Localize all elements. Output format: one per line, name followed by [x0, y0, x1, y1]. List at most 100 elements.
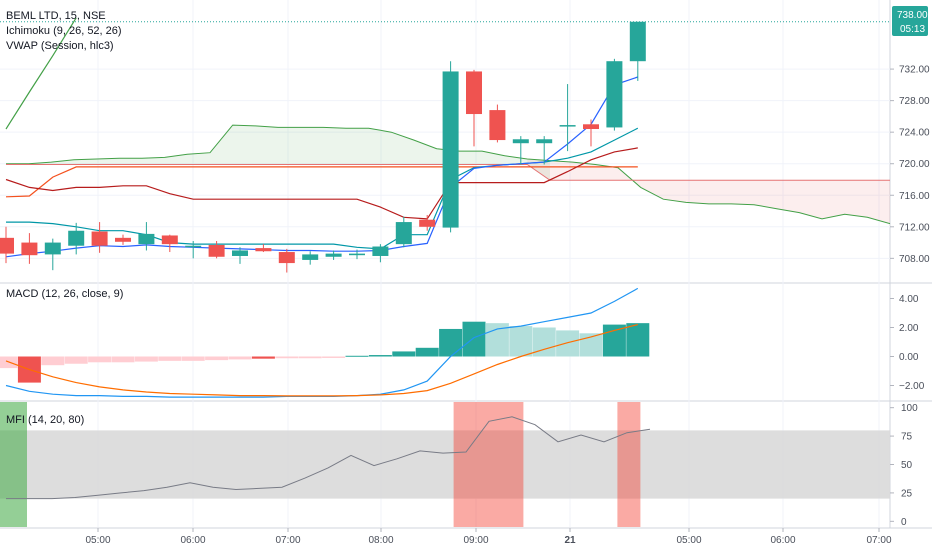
- macd-histogram-bar: [205, 356, 229, 361]
- time-tick-label: 09:00: [463, 535, 488, 546]
- candle-body: [232, 250, 248, 256]
- price-tick-label: 712.00: [899, 222, 930, 233]
- candle-body: [278, 252, 295, 264]
- macd-tick-label: 0.00: [899, 352, 919, 363]
- macd-histogram-bar: [368, 355, 392, 357]
- candle-body: [372, 246, 389, 256]
- time-tick-label: 06:00: [770, 535, 795, 546]
- candle-body: [466, 71, 482, 115]
- macd-histogram-bar: [88, 356, 112, 363]
- mfi-oversold-zone: [0, 402, 27, 527]
- mfi-tick-label: 25: [901, 488, 913, 499]
- chart-title: BEML LTD, 15, NSE: [6, 10, 106, 22]
- bar-countdown: 05:13: [900, 24, 925, 35]
- ichimoku-lead-2-line: [5, 166, 638, 198]
- mfi-pane[interactable]: [0, 402, 890, 527]
- macd-histogram-bar: [532, 327, 556, 357]
- macd-histogram-bar: [322, 356, 346, 358]
- last-price-badge: 738.00 05:13: [892, 6, 928, 36]
- macd-histogram-bar: [298, 356, 322, 359]
- price-tick-label: 720.00: [899, 159, 930, 170]
- candle-body: [161, 235, 178, 245]
- last-price-badge-bg: [892, 6, 928, 36]
- macd-signal-line: [5, 324, 638, 397]
- macd-histogram-bar: [345, 355, 369, 357]
- macd-lines: [5, 287, 639, 398]
- indicator-ichimoku-label: Ichimoku (9, 26, 52, 26): [6, 25, 122, 37]
- candle-body: [395, 222, 412, 245]
- indicator-lines: [0, 17, 890, 258]
- mfi-neutral-band: [0, 430, 890, 499]
- candle-body: [442, 71, 459, 228]
- macd-histogram-bar: [64, 356, 88, 364]
- cloud-bearish: [527, 158, 890, 224]
- ichimoku-lead-1-line: [5, 17, 77, 130]
- time-tick-label: 06:00: [180, 535, 205, 546]
- candlesticks: [0, 21, 646, 273]
- macd-histogram-bar: [134, 356, 158, 362]
- last-price-value: 738.00: [897, 10, 928, 21]
- candle-body: [559, 125, 576, 127]
- candle-body: [68, 230, 85, 246]
- macd-histogram-bar: [251, 356, 275, 359]
- time-tick-label: 05:00: [676, 535, 701, 546]
- candle-body: [536, 139, 553, 144]
- mfi-tick-label: 100: [901, 403, 918, 414]
- candle-body: [489, 110, 506, 141]
- price-pane[interactable]: [0, 17, 891, 273]
- macd-tick-label: −2.00: [899, 381, 925, 392]
- candle-body: [325, 253, 342, 257]
- mfi-overbought-zone: [617, 402, 641, 527]
- time-tick-label: 07:00: [275, 535, 300, 546]
- time-tick-label: 05:00: [85, 535, 110, 546]
- mfi-overbought-zone: [453, 402, 524, 527]
- mfi-line-path: [6, 416, 651, 500]
- mfi-highlights: [0, 402, 641, 527]
- vwap-line: [5, 76, 638, 258]
- macd-tick-label: 2.00: [899, 323, 919, 334]
- mfi-tick-label: 75: [901, 432, 913, 443]
- macd-histogram-bar: [439, 328, 463, 357]
- mfi-title: MFI (14, 20, 80): [6, 414, 84, 426]
- candle-body: [512, 139, 529, 144]
- cloud-bullish: [6, 125, 550, 181]
- macd-histogram-bar: [415, 347, 439, 357]
- macd-histogram-bar: [579, 333, 603, 357]
- candle-body: [185, 245, 202, 248]
- time-tick-label: 21: [564, 535, 576, 546]
- macd-histogram-bar: [111, 356, 135, 363]
- candle-body: [606, 61, 623, 128]
- time-tick-label: 08:00: [368, 535, 393, 546]
- macd-histogram-bar: [158, 356, 182, 361]
- mfi-band: [0, 430, 890, 499]
- axes: 05:00 06:00 07:00 08:00 09:00 21 05:00 06:00 07:…: [85, 65, 930, 546]
- macd-histogram-bar: [556, 330, 580, 357]
- candle-body: [349, 253, 365, 256]
- macd-histogram-bar: [602, 324, 626, 357]
- mfi-line: [6, 416, 651, 500]
- candle-body: [255, 248, 272, 252]
- macd-title: MACD (12, 26, close, 9): [6, 288, 123, 300]
- macd-histogram-bar: [228, 356, 252, 360]
- macd-histogram-bar: [275, 356, 299, 359]
- macd-pane[interactable]: [0, 287, 650, 398]
- mfi-tick-label: 50: [901, 460, 913, 471]
- candle-body: [208, 244, 225, 257]
- mfi-tick-label: 0: [901, 517, 907, 528]
- price-tick-label: 732.00: [899, 65, 930, 76]
- macd-histogram-bar: [462, 321, 486, 357]
- candle-body: [302, 254, 319, 260]
- candle-body: [21, 242, 38, 256]
- macd-histogram-bar: [626, 323, 650, 357]
- price-tick-label: 728.00: [899, 96, 930, 107]
- candle-body: [138, 233, 155, 245]
- candle-body: [44, 242, 61, 255]
- candle-body: [0, 237, 14, 254]
- candle-body: [629, 21, 646, 62]
- candle-body: [115, 237, 131, 242]
- candle-body: [583, 124, 599, 130]
- macd-histogram-bar: [41, 356, 65, 366]
- indicator-vwap-label: VWAP (Session, hlc3): [6, 40, 114, 52]
- time-tick-label: 07:00: [866, 535, 891, 546]
